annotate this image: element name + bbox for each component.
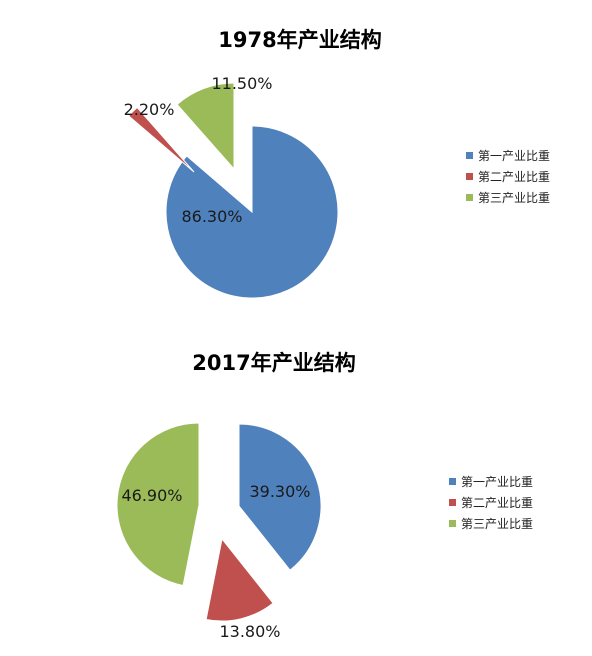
pie-1978: 86.30% 2.20% 11.50% <box>124 74 339 299</box>
legend-swatch-2 <box>449 499 456 506</box>
data-label-2: 13.80% <box>219 622 280 641</box>
data-label-1: 86.30% <box>181 207 242 226</box>
pie-slice-1 <box>165 125 339 299</box>
legend-swatch-3 <box>466 194 473 201</box>
data-label-2: 2.20% <box>124 100 175 119</box>
data-label-1: 39.30% <box>249 482 310 501</box>
pie-slice-2 <box>128 106 195 173</box>
legend-label-2: 第二产业比重 <box>461 496 533 510</box>
legend-swatch-1 <box>449 478 456 485</box>
legend-swatch-3 <box>449 520 456 527</box>
data-label-3: 46.90% <box>121 486 182 505</box>
chart-title-2017: 2017年产业结构 <box>192 351 355 375</box>
pie-slice-2 <box>205 537 274 622</box>
legend-label-3: 第三产业比重 <box>461 517 533 531</box>
pie-slice-3 <box>176 82 235 171</box>
legend-label-1: 第一产业比重 <box>478 149 550 163</box>
pie-2017: 39.30% 13.80% 46.90% <box>116 422 322 641</box>
pie-slice-3 <box>116 422 200 587</box>
legend-swatch-1 <box>466 152 473 159</box>
legend-swatch-2 <box>466 173 473 180</box>
pie-slice-1 <box>238 423 322 571</box>
legend-label-2: 第二产业比重 <box>478 170 550 184</box>
chart-1978: 1978年产业结构 86.30% 2.20% 11.50% 第一产业比重第二产业比重… <box>124 28 550 299</box>
legend-label-1: 第一产业比重 <box>461 475 533 489</box>
legend-label-3: 第三产业比重 <box>478 191 550 205</box>
chart-2017: 2017年产业结构 39.30% 13.80% 46.90% 第一产业比重第二产业比… <box>116 351 533 641</box>
data-label-3: 11.50% <box>211 74 272 93</box>
chart-title-1978: 1978年产业结构 <box>218 28 381 52</box>
